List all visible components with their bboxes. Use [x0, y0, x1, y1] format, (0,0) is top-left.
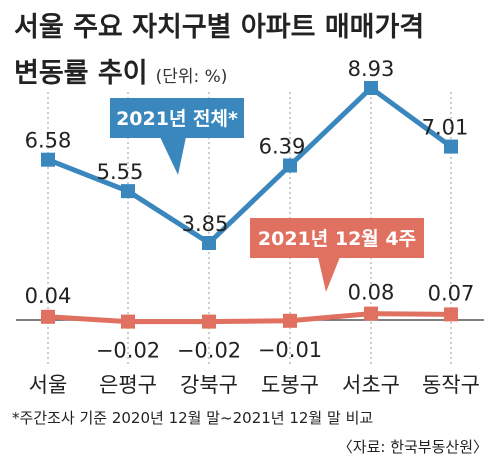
data-label-2021-full-year: 5.55 — [97, 160, 144, 184]
callout-2021-dec-week4: 2021년 12월 4주 — [250, 218, 424, 292]
data-label-2021-full-year: 8.93 — [348, 57, 395, 81]
chart-title-line-1: 서울 주요 자치구별 아파트 매매가격 — [14, 12, 424, 43]
category-labels: 서울 은평구 강북구 도봉구 서초구 동작구 — [29, 373, 480, 397]
data-label-2021-full-year: 3.85 — [182, 212, 229, 236]
series-point-2021-dec-week4 — [364, 306, 378, 321]
unit-label: (단위: %) — [156, 67, 228, 87]
series-line-2021-dec-week4 — [47, 311, 452, 325]
series-layer — [41, 81, 458, 329]
series-point-2021-full-year — [121, 184, 135, 199]
callout-label: 2021년 전체* — [116, 108, 238, 130]
series-point-2021-full-year — [202, 236, 216, 250]
callout-box — [250, 218, 424, 258]
series-point-2021-dec-week4 — [202, 314, 216, 329]
source-note: 〈자료: 한국부동산원〉 — [338, 438, 488, 456]
series-point-2021-full-year — [41, 152, 55, 167]
chart-title-line-2-text: 변동률 추이 — [14, 58, 148, 89]
callout-2021-full-year: 2021년 전체* — [110, 98, 244, 175]
series-point-2021-dec-week4 — [121, 314, 135, 329]
data-label-2021-dec-week4: 0.08 — [348, 281, 395, 305]
value-labels: 6.58 5.55 3.85 6.39 8.93 7.01 0.04 −0.02 −0.02 −0… — [25, 57, 475, 363]
category-label: 도봉구 — [261, 373, 319, 397]
data-label-2021-dec-week4: −0.01 — [258, 338, 322, 362]
footnote: *주간조사 기준 2020년 12월 말~2021년 12월 말 비교 — [12, 409, 373, 427]
category-label: 은평구 — [99, 373, 157, 397]
callout-box — [110, 98, 244, 138]
category-label: 동작구 — [422, 373, 480, 397]
series-line-2021-full-year — [47, 84, 453, 247]
data-label-2021-dec-week4: 0.07 — [428, 281, 475, 305]
callout-pointer — [318, 257, 340, 292]
category-label: 서울 — [29, 373, 68, 397]
callout-label: 2021년 12월 4주 — [258, 228, 416, 250]
data-label-2021-dec-week4: −0.02 — [96, 339, 160, 363]
series-point-2021-dec-week4 — [41, 309, 55, 324]
data-label-2021-full-year: 6.39 — [259, 135, 306, 159]
series-point-2021-full-year — [283, 158, 297, 173]
series-point-2021-full-year — [364, 81, 378, 95]
data-label-2021-full-year: 7.01 — [422, 116, 469, 140]
chart-title-line-2: 변동률 추이 (단위: %) — [14, 58, 227, 89]
data-label-2021-full-year: 6.58 — [25, 129, 72, 153]
series-point-2021-dec-week4 — [444, 307, 458, 322]
series-point-2021-dec-week4 — [283, 313, 297, 328]
series-callouts: 2021년 전체* 2021년 12월 4주 — [110, 98, 424, 292]
category-label: 서초구 — [342, 373, 400, 397]
data-label-2021-dec-week4: −0.02 — [177, 339, 241, 363]
series-point-2021-full-year — [444, 139, 458, 154]
data-label-2021-dec-week4: 0.04 — [25, 284, 72, 308]
callout-pointer — [160, 137, 186, 175]
category-label: 강북구 — [180, 373, 238, 397]
